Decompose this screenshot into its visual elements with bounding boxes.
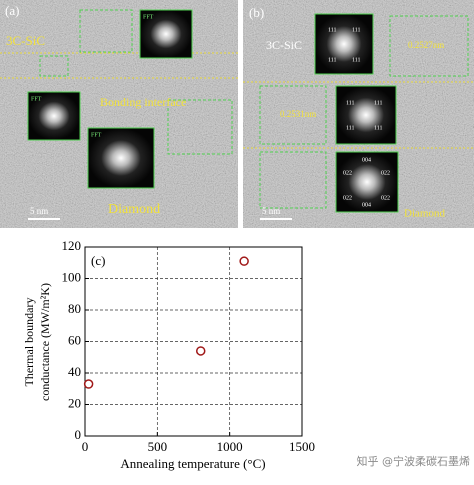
fft-inset (87, 127, 155, 189)
fft-index: 111 (352, 57, 361, 63)
fft-label: FFT (143, 14, 154, 20)
y-tick-label: 40 (68, 364, 81, 379)
fft-inset (335, 151, 399, 213)
x-axis-label: Annealing temperature (°C) (120, 456, 265, 471)
data-point (195, 346, 206, 356)
fft-index: 111 (328, 27, 337, 33)
fft-index: 111 (346, 125, 355, 131)
panel-a: (a) 3C-SiC FFT FFT FFT Bonding interface… (0, 0, 238, 228)
roi-box (389, 15, 469, 77)
panel-b: (b) 3C-SiC 0.2527nm 0.2531nm 111 111 111… (243, 0, 474, 228)
data-point (83, 379, 94, 389)
fft-index: 004 (362, 202, 371, 208)
y-tick-label: 120 (62, 238, 82, 253)
roi-box (79, 9, 133, 53)
y-tick-label: 100 (62, 269, 82, 284)
x-tick-label: 1000 (217, 439, 243, 454)
y-axis-label: Thermal boundary (22, 298, 36, 387)
fft-inset (139, 9, 193, 59)
fft-index: 111 (346, 100, 355, 106)
layer-label: Diamond (404, 208, 445, 220)
panel-label: (b) (249, 5, 264, 20)
y-tick-label: 0 (75, 427, 82, 442)
fft-index: 111 (374, 125, 383, 131)
y-tick-label: 80 (68, 301, 81, 316)
fft-label: FFT (91, 132, 102, 138)
panel-label: (a) (5, 3, 19, 18)
layer-label: Diamond (108, 202, 160, 217)
d-spacing: 0.2527nm (408, 40, 444, 50)
layer-label: 3C-SiC (6, 33, 45, 48)
roi-box (167, 99, 233, 155)
scale-label: 5 nm (30, 206, 48, 216)
fft-index: 111 (328, 57, 337, 63)
d-spacing: 0.2531nm (280, 109, 316, 119)
fft-index: 022 (343, 170, 352, 176)
fft-index: 022 (381, 195, 390, 201)
y-tick-label: 60 (68, 332, 81, 347)
watermark: 知乎 @宁波柔碳石墨烯 (357, 454, 471, 468)
x-tick-label: 1500 (289, 439, 315, 454)
fft-inset (314, 13, 374, 75)
interface-label: Bonding interface (100, 95, 186, 109)
roi-box (259, 85, 327, 145)
roi-box (39, 55, 69, 77)
fft-inset (27, 91, 81, 141)
x-tick-label: 500 (148, 439, 168, 454)
y-axis-label: conductance (MW/m²K) (38, 283, 52, 401)
scale-label: 5 nm (262, 206, 280, 216)
x-tick-label: 0 (82, 439, 89, 454)
fft-index: 111 (374, 100, 383, 106)
fft-index: 111 (352, 27, 361, 33)
y-tick-label: 20 (68, 395, 81, 410)
data-point (239, 256, 249, 266)
fft-index: 022 (381, 170, 390, 176)
chart: (c) Annealing temperature (°C) Thermal b… (22, 253, 470, 471)
fft-index: 022 (343, 195, 352, 201)
layer-label: 3C-SiC (266, 38, 302, 52)
panel-label: (c) (91, 253, 105, 268)
fft-index: 004 (362, 157, 371, 163)
fft-inset (335, 85, 397, 145)
plot-frame (84, 246, 303, 437)
fft-label: FFT (31, 96, 42, 102)
roi-box (259, 151, 327, 209)
